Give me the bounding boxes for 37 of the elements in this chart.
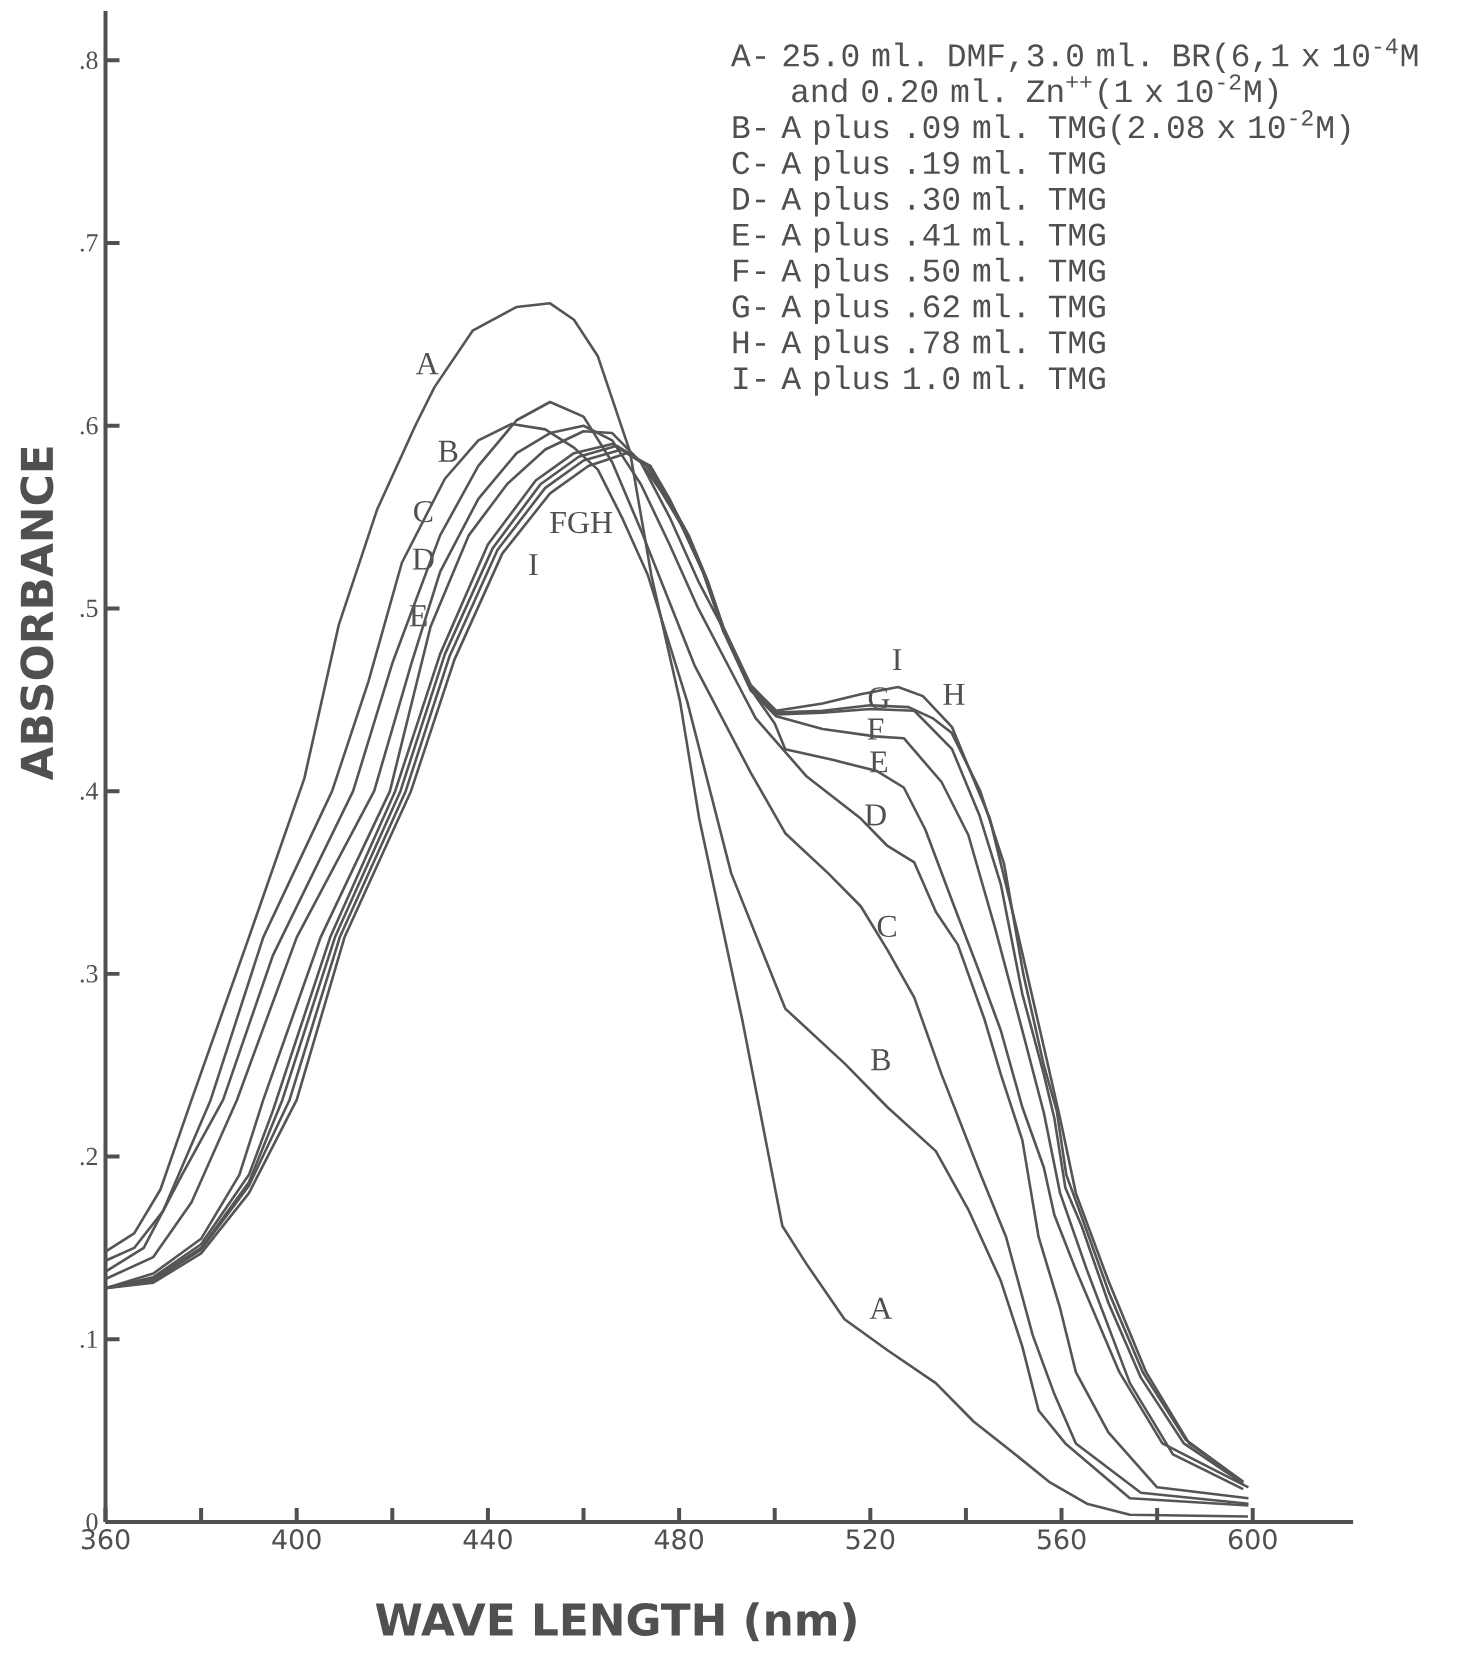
y-tick-label: .6: [80, 416, 98, 435]
annotation: B: [438, 440, 458, 462]
annotation: H: [943, 683, 965, 705]
x-tick-label: 600: [1228, 1529, 1277, 1550]
y-tick-label: .2: [80, 1147, 98, 1166]
annotation: A: [416, 353, 439, 375]
y-tick-label: .1: [80, 1330, 97, 1349]
y-tick-label: .3: [80, 965, 98, 983]
x-tick-label: 440: [463, 1529, 512, 1550]
y-tick-label: .7: [80, 234, 98, 252]
text: A- 25.0 ml. DMF,3.0 ml. BR(6,1 x 10$^{-4}$M and 0.20 ml. Zn$^{++}$(1 x 10$^{-2}$M): [730, 38, 1418, 109]
annotation: FGH: [550, 511, 613, 534]
y-tick-label: 0: [86, 1513, 98, 1531]
annotation: A: [869, 1297, 893, 1319]
y-tick-label: .5: [80, 599, 98, 618]
y-tick-label: .4: [80, 782, 99, 800]
y-tick-label: .8: [80, 51, 98, 70]
annotation: C- A plus .19 ml. TMG: [732, 150, 1105, 181]
annotation: I: [892, 649, 902, 671]
annotation: D- A plus .30 ml. TMG: [733, 185, 1105, 217]
annotation: I- A plus 1.0 ml. TMG: [734, 365, 1105, 396]
annotation: G- A plus .62 ml. TMG: [732, 293, 1105, 325]
annotation: I: [529, 554, 538, 576]
x-axis-title: WAVE LENGTH (nm): [375, 1602, 856, 1642]
y-axis-title: ABSORBANCE: [20, 447, 54, 781]
annotation: F- A plus .50 ml. TMG: [734, 257, 1105, 289]
x-tick-label: 400: [272, 1529, 321, 1550]
annotation: D: [864, 804, 886, 826]
annotation: B- A plus .09 ml. TMG(2.08 x 10$^{-2}$M): [733, 110, 1350, 145]
annotation: E- A plus .41 ml. TMG: [733, 221, 1105, 253]
x-tick-label: 480: [654, 1529, 704, 1550]
x-tick-label: 360: [81, 1529, 130, 1550]
x-tick-label: 560: [1037, 1529, 1086, 1550]
x-tick-label: 520: [846, 1529, 895, 1550]
annotation: H- A plus .78 ml. TMG: [733, 329, 1105, 360]
annotation: C: [877, 915, 896, 938]
annotation: B: [871, 1049, 890, 1071]
